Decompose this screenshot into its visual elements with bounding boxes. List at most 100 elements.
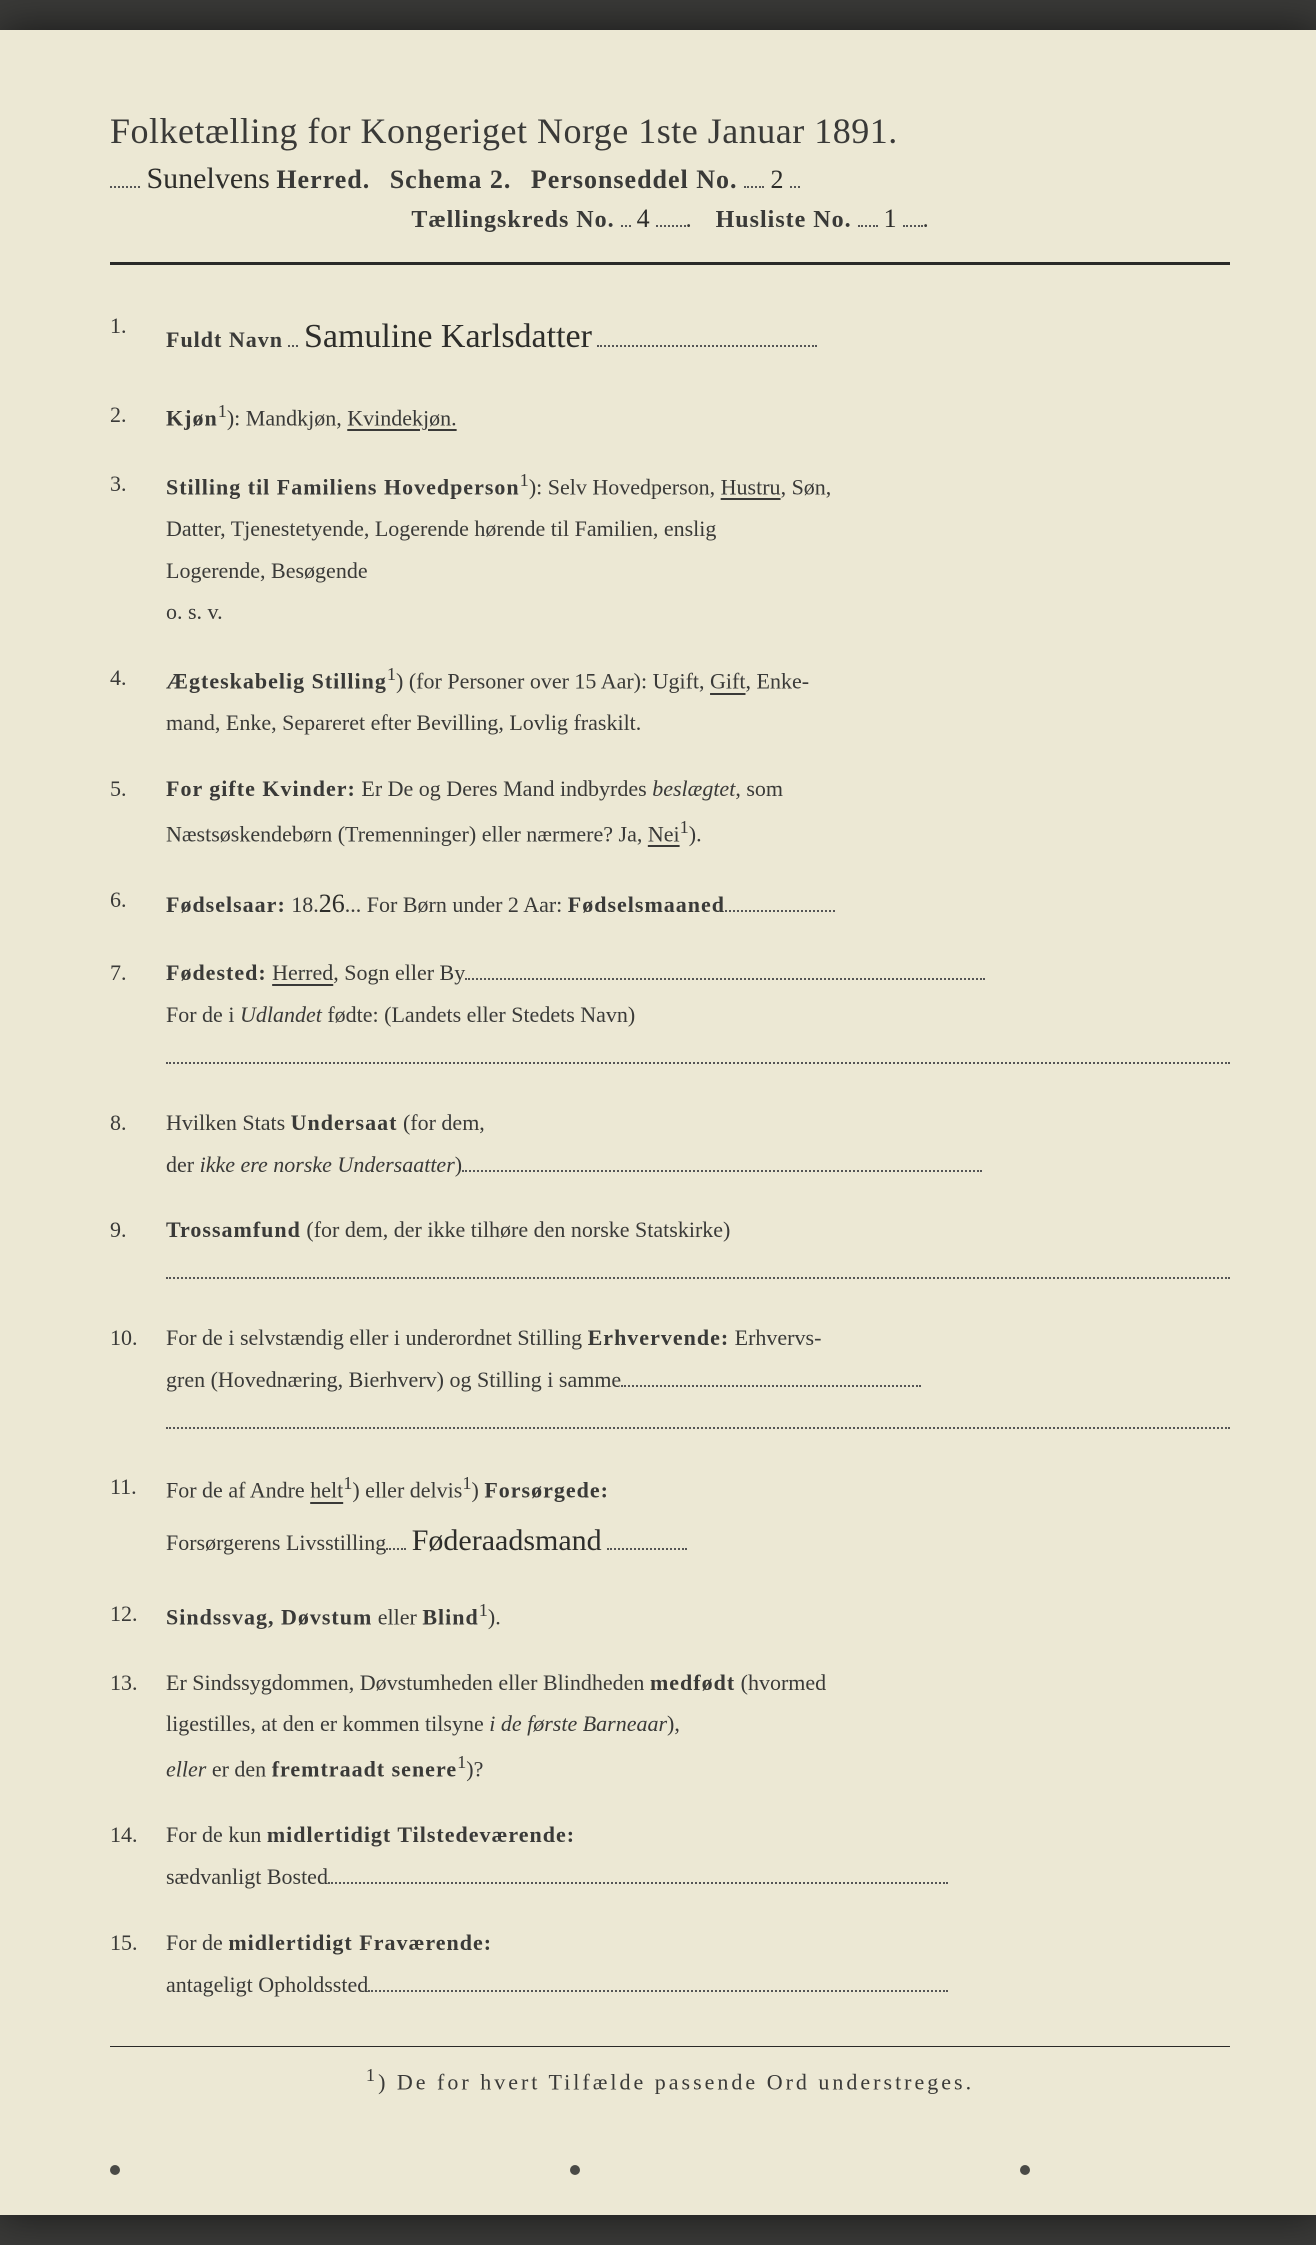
q1-lead: Fuldt Navn: [166, 327, 283, 352]
q11-sup1: 1: [343, 1473, 352, 1493]
item-12: 12. Sindssvag, Døvstum eller Blind1).: [110, 1593, 1230, 1638]
q6-lead2: Fødselsmaaned: [568, 892, 725, 917]
q11-sup2: 1: [462, 1473, 471, 1493]
q2-rest: ): Mandkjøn,: [227, 405, 347, 430]
item-5: 5. For gifte Kvinder: Er De og Deres Man…: [110, 768, 1230, 855]
q11-u1: helt: [310, 1478, 343, 1503]
q13-line2a: ligestilles, at den er kommen tilsyne: [166, 1711, 489, 1736]
num-9: 9.: [110, 1209, 166, 1293]
q6-b: ... For Børn under 2 Aar:: [345, 892, 568, 917]
item-8: 8. Hvilken Stats Undersaat (for dem, der…: [110, 1102, 1230, 1186]
kreds-no: 4: [637, 204, 650, 233]
q4-lead: Ægteskabelig Stilling: [166, 669, 387, 694]
item-10: 10. For de i selvstændig eller i underor…: [110, 1317, 1230, 1442]
q13-line3a: eller: [166, 1757, 206, 1782]
footnote-text: ) De for hvert Tilfælde passende Ord und…: [378, 2069, 974, 2094]
item-15: 15. For de midlertidigt Fraværende: anta…: [110, 1922, 1230, 2006]
q3-b: , Søn,: [781, 474, 832, 499]
q7-lead: Fødested:: [166, 960, 267, 985]
q11-a: For de af Andre: [166, 1478, 310, 1503]
q5-line2a: Næstsøskendebørn (Tremenninger) eller næ…: [166, 821, 648, 846]
q8-i: ikke ere norske Undersaatter: [200, 1152, 455, 1177]
num-3: 3.: [110, 463, 166, 634]
q9-lead: Trossamfund: [166, 1217, 301, 1242]
question-list: 1. Fuldt Navn Samuline Karlsdatter 2. Kj…: [110, 305, 1230, 2006]
husliste-no: 1: [884, 204, 897, 233]
footnote: 1) De for hvert Tilfælde passende Ord un…: [110, 2065, 1230, 2095]
q13-lead2: fremtraadt senere: [272, 1757, 457, 1782]
q7-a: , Sogn eller By: [333, 960, 465, 985]
q7-line2a: For de i: [166, 1002, 240, 1027]
q3-line3: Logerende, Besøgende: [166, 558, 368, 583]
item-6: 6. Fødselsaar: 18.26... For Børn under 2…: [110, 879, 1230, 928]
q12-a: eller: [372, 1604, 422, 1629]
header-line-2: Sunelvens Herred. Schema 2. Personseddel…: [110, 162, 1230, 196]
q15-lead: midlertidigt Fraværende:: [228, 1930, 492, 1955]
item-11: 11. For de af Andre helt1) eller delvis1…: [110, 1466, 1230, 1568]
q4-selected: Gift: [710, 669, 745, 694]
q9-a: (for dem, der ikke tilhøre den norske St…: [301, 1217, 730, 1242]
q10-b: Erhvervs-: [729, 1325, 821, 1350]
q10-line2: gren (Hovednæring, Bierhverv) og Stillin…: [166, 1367, 621, 1392]
q4-line2: mand, Enke, Separeret efter Bevilling, L…: [166, 710, 641, 735]
hole-icon: [1020, 2165, 1030, 2175]
q3-sup: 1: [520, 470, 529, 490]
herred-label: Herred.: [276, 165, 370, 194]
num-10: 10.: [110, 1317, 166, 1442]
num-13: 13.: [110, 1662, 166, 1791]
q13-sup: 1: [457, 1752, 466, 1772]
q11-b: ) eller delvis: [352, 1478, 462, 1503]
q3-line4: o. s. v.: [166, 599, 223, 624]
q5-i1: beslægtet: [652, 776, 735, 801]
item-1: 1. Fuldt Navn Samuline Karlsdatter: [110, 305, 1230, 370]
q7-line2b: fødte: (Landets eller Stedets Navn): [322, 1002, 635, 1027]
q5-sup: 1: [680, 817, 689, 837]
q13-lead: medfødt: [650, 1670, 735, 1695]
q6-a: 18.: [286, 892, 319, 917]
q13-i: i de første Barneaar: [489, 1711, 667, 1736]
q5-a: Er De og Deres Mand indbyrdes: [356, 776, 652, 801]
q12-lead: Sindssvag, Døvstum: [166, 1604, 372, 1629]
item-4: 4. Ægteskabelig Stilling1) (for Personer…: [110, 657, 1230, 744]
item-14: 14. For de kun midlertidigt Tilstedevære…: [110, 1814, 1230, 1898]
q3-a: ): Selv Hovedperson,: [529, 474, 721, 499]
q7-selected: Herred: [272, 960, 333, 985]
q6-year: 26: [319, 889, 345, 918]
census-form-page: Folketælling for Kongeriget Norge 1ste J…: [0, 30, 1316, 2215]
q2-sup: 1: [218, 401, 227, 421]
q3-line2: Datter, Tjenestetyende, Logerende hørend…: [166, 516, 716, 541]
q8-lead: Undersaat: [291, 1110, 398, 1135]
q10-lead: Erhvervende:: [588, 1325, 730, 1350]
q3-lead: Stilling til Familiens Hovedperson: [166, 474, 520, 499]
schema-label: Schema 2.: [390, 165, 512, 194]
hole-icon: [110, 2165, 120, 2175]
q15-a: For de: [166, 1930, 228, 1955]
num-14: 14.: [110, 1814, 166, 1898]
q8-a: Hvilken Stats: [166, 1110, 291, 1135]
num-15: 15.: [110, 1922, 166, 2006]
q5-c: ).: [689, 821, 702, 846]
item-13: 13. Er Sindssygdommen, Døvstumheden elle…: [110, 1662, 1230, 1791]
item-2: 2. Kjøn1): Mandkjøn, Kvindekjøn.: [110, 394, 1230, 439]
q5-b: , som: [735, 776, 783, 801]
q12-lead2: Blind: [422, 1604, 478, 1629]
q13-line3b: er den: [206, 1757, 271, 1782]
q14-a: For de kun: [166, 1822, 267, 1847]
num-2: 2.: [110, 394, 166, 439]
num-6: 6.: [110, 879, 166, 928]
herred-name-handwritten: Sunelvens: [147, 162, 270, 195]
footnote-sup: 1: [366, 2065, 378, 2085]
q13-b: (hvormed: [735, 1670, 826, 1695]
header-line-3: Tællingskreds No. 4 . Husliste No. 1 .: [110, 204, 1230, 234]
num-12: 12.: [110, 1593, 166, 1638]
q2-selected: Kvindekjøn.: [347, 405, 456, 430]
q13-c: )?: [466, 1757, 483, 1782]
husliste-label: Husliste No.: [716, 207, 852, 233]
hole-icon: [570, 2165, 580, 2175]
q11-value: Føderaadsmand: [412, 1524, 602, 1557]
q12-b: ).: [488, 1604, 501, 1629]
q5-lead: For gifte Kvinder:: [166, 776, 356, 801]
q8-b: (for dem,: [397, 1110, 484, 1135]
num-8: 8.: [110, 1102, 166, 1186]
q15-line2: antageligt Opholdssted: [166, 1972, 368, 1997]
